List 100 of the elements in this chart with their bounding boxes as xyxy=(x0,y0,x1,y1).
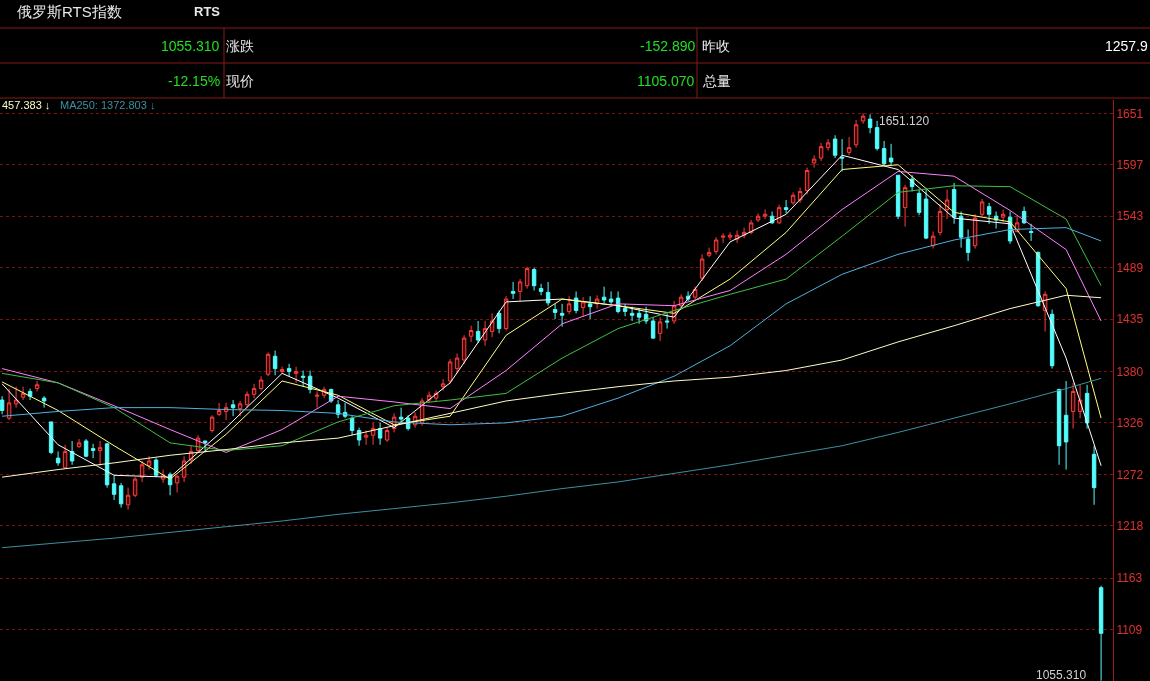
candlestick xyxy=(27,388,33,401)
candlestick xyxy=(118,482,124,509)
candlestick xyxy=(566,295,572,315)
candlestick xyxy=(559,303,565,328)
candlestick xyxy=(1091,445,1097,506)
candlestick xyxy=(265,351,271,377)
candlestick xyxy=(524,266,530,290)
candlestick xyxy=(916,189,922,216)
candlestick xyxy=(258,375,264,391)
candlestick xyxy=(986,202,992,225)
candlestick xyxy=(699,253,705,282)
candlestick xyxy=(503,295,509,331)
text: 现价 xyxy=(226,73,254,89)
candlestick xyxy=(363,430,369,446)
candlestick xyxy=(587,295,593,320)
candlestick xyxy=(720,232,726,244)
candlestick xyxy=(846,136,852,156)
line-series xyxy=(1,377,1102,549)
text: -152.890 xyxy=(640,38,696,54)
candlestick xyxy=(300,370,306,388)
text: -12.15% xyxy=(168,73,221,89)
candlestick xyxy=(1098,585,1104,681)
candlestick xyxy=(734,229,740,244)
candlestick xyxy=(664,312,670,330)
candlestick xyxy=(580,296,586,317)
y-tick-label: 1435 xyxy=(1116,312,1144,327)
text: 1105.070 xyxy=(637,73,695,89)
candlestick xyxy=(552,303,558,320)
candlestick xyxy=(83,438,89,458)
candlestick xyxy=(356,427,362,447)
y-tick-label: 1272 xyxy=(1116,467,1144,482)
candlestick xyxy=(538,283,544,296)
candlestick xyxy=(706,247,712,258)
y-tick-label: 1109 xyxy=(1116,622,1143,637)
candlestick xyxy=(832,134,838,159)
text: 1055.310 xyxy=(161,38,220,54)
candlestick xyxy=(1084,384,1090,430)
candlestick xyxy=(69,440,75,466)
candlestick xyxy=(349,415,355,436)
candlestick xyxy=(804,167,810,195)
candlestick xyxy=(216,402,222,417)
candlestick xyxy=(937,203,943,236)
y-tick-label: 1380 xyxy=(1116,364,1144,379)
candlestick xyxy=(818,142,824,162)
candlestick xyxy=(636,308,642,325)
chart-subtitle: RTS xyxy=(194,4,221,19)
candlestick xyxy=(76,438,82,449)
candlestick xyxy=(601,286,607,304)
candlestick xyxy=(629,306,635,322)
candlestick xyxy=(174,474,180,493)
candlestick xyxy=(902,184,908,228)
candlestick xyxy=(132,476,138,498)
candlestick xyxy=(1070,382,1076,430)
candlestick xyxy=(335,399,341,419)
candlestick xyxy=(958,210,964,249)
candlestick xyxy=(125,487,131,511)
candlestick xyxy=(783,199,789,214)
candlestick xyxy=(622,303,628,317)
text: 总量 xyxy=(702,73,731,89)
annotation: 457.383 ↓ xyxy=(2,99,51,111)
candlestick xyxy=(762,209,768,220)
candlestick xyxy=(867,113,873,134)
text: 昨收 xyxy=(702,38,730,54)
candlestick xyxy=(790,191,796,206)
candlestick xyxy=(440,378,446,391)
candlestick xyxy=(573,290,579,314)
candlestick xyxy=(111,474,117,501)
candlestick xyxy=(923,189,929,240)
candlestick xyxy=(531,267,537,291)
candlestick xyxy=(139,460,145,483)
candlestick xyxy=(517,278,523,302)
candlestick xyxy=(34,380,40,392)
candlestick xyxy=(97,440,103,467)
candlestick xyxy=(510,281,516,300)
candlestick xyxy=(244,390,250,409)
y-tick-label: 1543 xyxy=(1116,209,1144,224)
text: 涨跌 xyxy=(226,38,254,54)
candlestick xyxy=(860,112,866,125)
candlestick xyxy=(398,407,404,424)
candlestick xyxy=(496,309,502,334)
candlestick xyxy=(979,198,985,218)
candlestick xyxy=(545,281,551,307)
candlestick xyxy=(41,395,47,409)
candlestick xyxy=(447,358,453,385)
candlestick xyxy=(20,386,26,401)
candlestick xyxy=(1056,388,1062,466)
y-tick-label: 1489 xyxy=(1116,260,1144,275)
candlestick xyxy=(475,320,481,344)
candlestick xyxy=(62,444,68,469)
annotation: 1651.120 xyxy=(879,114,930,128)
candlestick xyxy=(965,229,971,262)
candlestick xyxy=(55,450,61,467)
candlestick xyxy=(286,363,292,377)
candlestick xyxy=(657,316,663,342)
candlestick xyxy=(293,366,299,384)
candlestick xyxy=(951,182,957,225)
candlestick xyxy=(0,395,5,415)
line-series xyxy=(1,227,1102,426)
candlestick xyxy=(930,230,936,250)
candlestick xyxy=(811,154,817,169)
